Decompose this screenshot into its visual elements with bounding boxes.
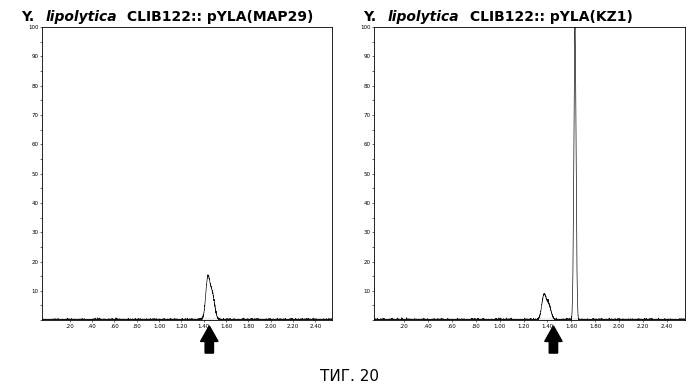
Text: CLIB122:: pYLA(MAP29): CLIB122:: pYLA(MAP29) [122,10,314,24]
Text: Y.: Y. [363,10,382,24]
Text: Y.: Y. [21,10,39,24]
Text: CLIB122:: pYLA(KZ1): CLIB122:: pYLA(KZ1) [465,10,633,24]
Text: ΤИГ. 20: ΤИГ. 20 [320,369,379,384]
Text: lipolytica: lipolytica [388,10,459,24]
Text: lipolytica: lipolytica [45,10,117,24]
